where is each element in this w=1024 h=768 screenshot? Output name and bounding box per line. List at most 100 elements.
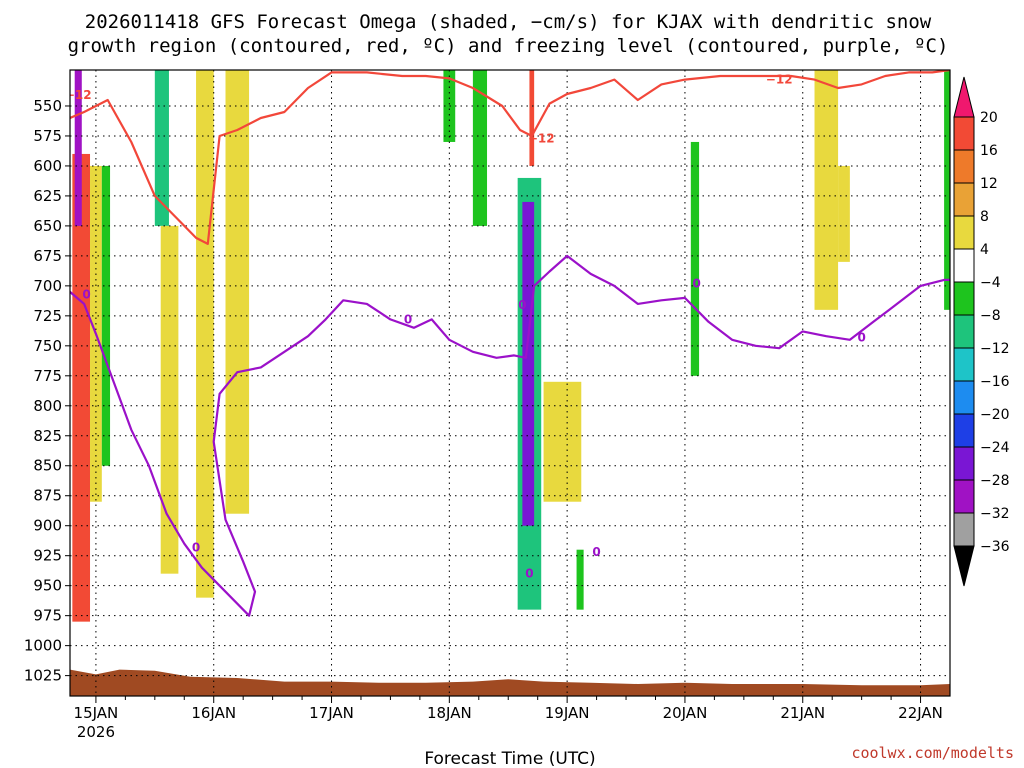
x-tick-label: 15JAN	[74, 704, 119, 722]
omega-cell	[196, 70, 214, 598]
omega-cell	[74, 70, 82, 226]
omega-cell	[225, 70, 250, 514]
y-tick-label: 825	[33, 427, 62, 445]
omega-cell	[160, 225, 179, 574]
omega-cell	[814, 70, 839, 310]
y-tick-label: 850	[33, 457, 62, 475]
freezing-level-contour	[70, 254, 950, 617]
colorbar-label: −32	[980, 506, 1010, 522]
x-tick-label: 17JAN	[309, 704, 354, 722]
grid-lines	[70, 70, 950, 696]
omega-cell	[72, 153, 91, 622]
colorbar-label: −20	[980, 407, 1010, 423]
colorbar-segment	[953, 149, 975, 184]
source-credit: coolwx.com/modelts	[851, 744, 1014, 762]
y-tick-label: 575	[33, 127, 62, 145]
omega-cell	[529, 70, 535, 166]
colorbar-top-triangle	[953, 76, 975, 118]
y-tick-label: 650	[33, 217, 62, 235]
omega-cell	[576, 549, 584, 610]
contour-labels: 0 0 0 0 0 0 0 0 −12 −12 −12	[65, 73, 866, 581]
y-tick-label: 925	[33, 547, 62, 565]
colorbar-segment	[953, 347, 975, 382]
freezing-contour-label: 0	[592, 545, 600, 559]
x-tick-label: 19JAN	[545, 704, 590, 722]
terrain-shape	[70, 669, 950, 696]
dgz-contour-label: −12	[766, 73, 793, 87]
colorbar-label: 8	[980, 209, 989, 225]
y-tick-label: 750	[33, 337, 62, 355]
contour-lines	[70, 70, 950, 617]
colorbar-segment	[953, 314, 975, 349]
y-tick-label: 675	[33, 247, 62, 265]
colorbar-label: 20	[980, 110, 998, 126]
omega-cell	[154, 70, 169, 226]
colorbar-label: −24	[980, 440, 1010, 456]
freezing-contour-label: 0	[404, 312, 412, 326]
colorbar-segment	[953, 446, 975, 481]
freezing-contour-label: 0	[857, 330, 865, 344]
x-tick-label: 20JAN	[663, 704, 708, 722]
colorbar-segment	[953, 215, 975, 250]
chart-title-line-2: growth region (contoured, red, ºC) and f…	[68, 35, 949, 57]
colorbar-label: 12	[980, 176, 998, 192]
colorbar-bottom-triangle	[953, 545, 975, 587]
colorbar-label: 16	[980, 143, 998, 159]
colorbar-segment	[953, 116, 975, 151]
y-tick-label: 1025	[24, 667, 62, 685]
colorbar-label: 4	[980, 242, 989, 258]
colorbar-label: −16	[980, 374, 1010, 390]
colorbar-label: −4	[980, 275, 1001, 291]
omega-cell	[838, 165, 850, 262]
colorbar-label: −12	[980, 341, 1010, 357]
colorbar-label: −36	[980, 539, 1010, 555]
omega-cell	[443, 70, 456, 142]
y-tick-label: 975	[33, 607, 62, 625]
y-tick-label: 800	[33, 397, 62, 415]
y-tick-label: 600	[33, 157, 62, 175]
y-tick-label: 700	[33, 277, 62, 295]
y-tick-label: 950	[33, 577, 62, 595]
freezing-contour-label: 0	[192, 540, 200, 554]
y-tick-label: 900	[33, 517, 62, 535]
omega-cell	[101, 165, 111, 466]
omega-cell	[472, 70, 488, 226]
colorbar-segment	[953, 182, 975, 217]
y-tick-label: 550	[33, 97, 62, 115]
dgz-minus12-contour	[70, 70, 950, 245]
y-tick-label: 625	[33, 187, 62, 205]
dgz-contour-label: −12	[528, 131, 555, 145]
colorbar-segment	[953, 380, 975, 415]
x-tick-label: 16JAN	[191, 704, 236, 722]
y-tick-label: 1000	[24, 637, 62, 655]
colorbar-label: −8	[980, 308, 1001, 324]
chart-title-line-1: 2026011418 GFS Forecast Omega (shaded, −…	[85, 11, 932, 33]
dgz-contour-label: −12	[65, 88, 92, 102]
x-tick-label: 21JAN	[780, 704, 825, 722]
omega-cell	[543, 381, 582, 502]
colorbar-segment	[953, 479, 975, 514]
omega-cell	[522, 201, 535, 526]
colorbar: 20 16 12 8 4 −4 −8 −12 −16 −20 −24 −28 −32 −36	[953, 76, 1010, 587]
x-tick-label: 18JAN	[427, 704, 472, 722]
freezing-contour-label: 0	[693, 276, 701, 290]
x-axis-label: Forecast Time (UTC)	[424, 749, 595, 768]
y-tick-label: 775	[33, 367, 62, 385]
y-tick-label: 875	[33, 487, 62, 505]
freezing-contour-label: 0	[82, 287, 90, 301]
freezing-contour-label: 0	[525, 567, 533, 581]
colorbar-label: −28	[980, 473, 1010, 489]
y-axis: 550 575 600 625 650 675 700 725 750 775 800 825 850 8…	[24, 97, 70, 685]
terrain-fill	[70, 669, 950, 696]
plot-frame	[69, 69, 951, 697]
x-tick-sublabel: 2026	[77, 723, 115, 741]
colorbar-segment	[953, 248, 975, 283]
y-tick-label: 725	[33, 307, 62, 325]
omega-cell	[944, 70, 950, 310]
x-tick-label: 22JAN	[898, 704, 943, 722]
omega-cell	[690, 141, 700, 376]
freezing-contour-label: 0	[518, 298, 526, 312]
colorbar-segment	[953, 512, 975, 547]
